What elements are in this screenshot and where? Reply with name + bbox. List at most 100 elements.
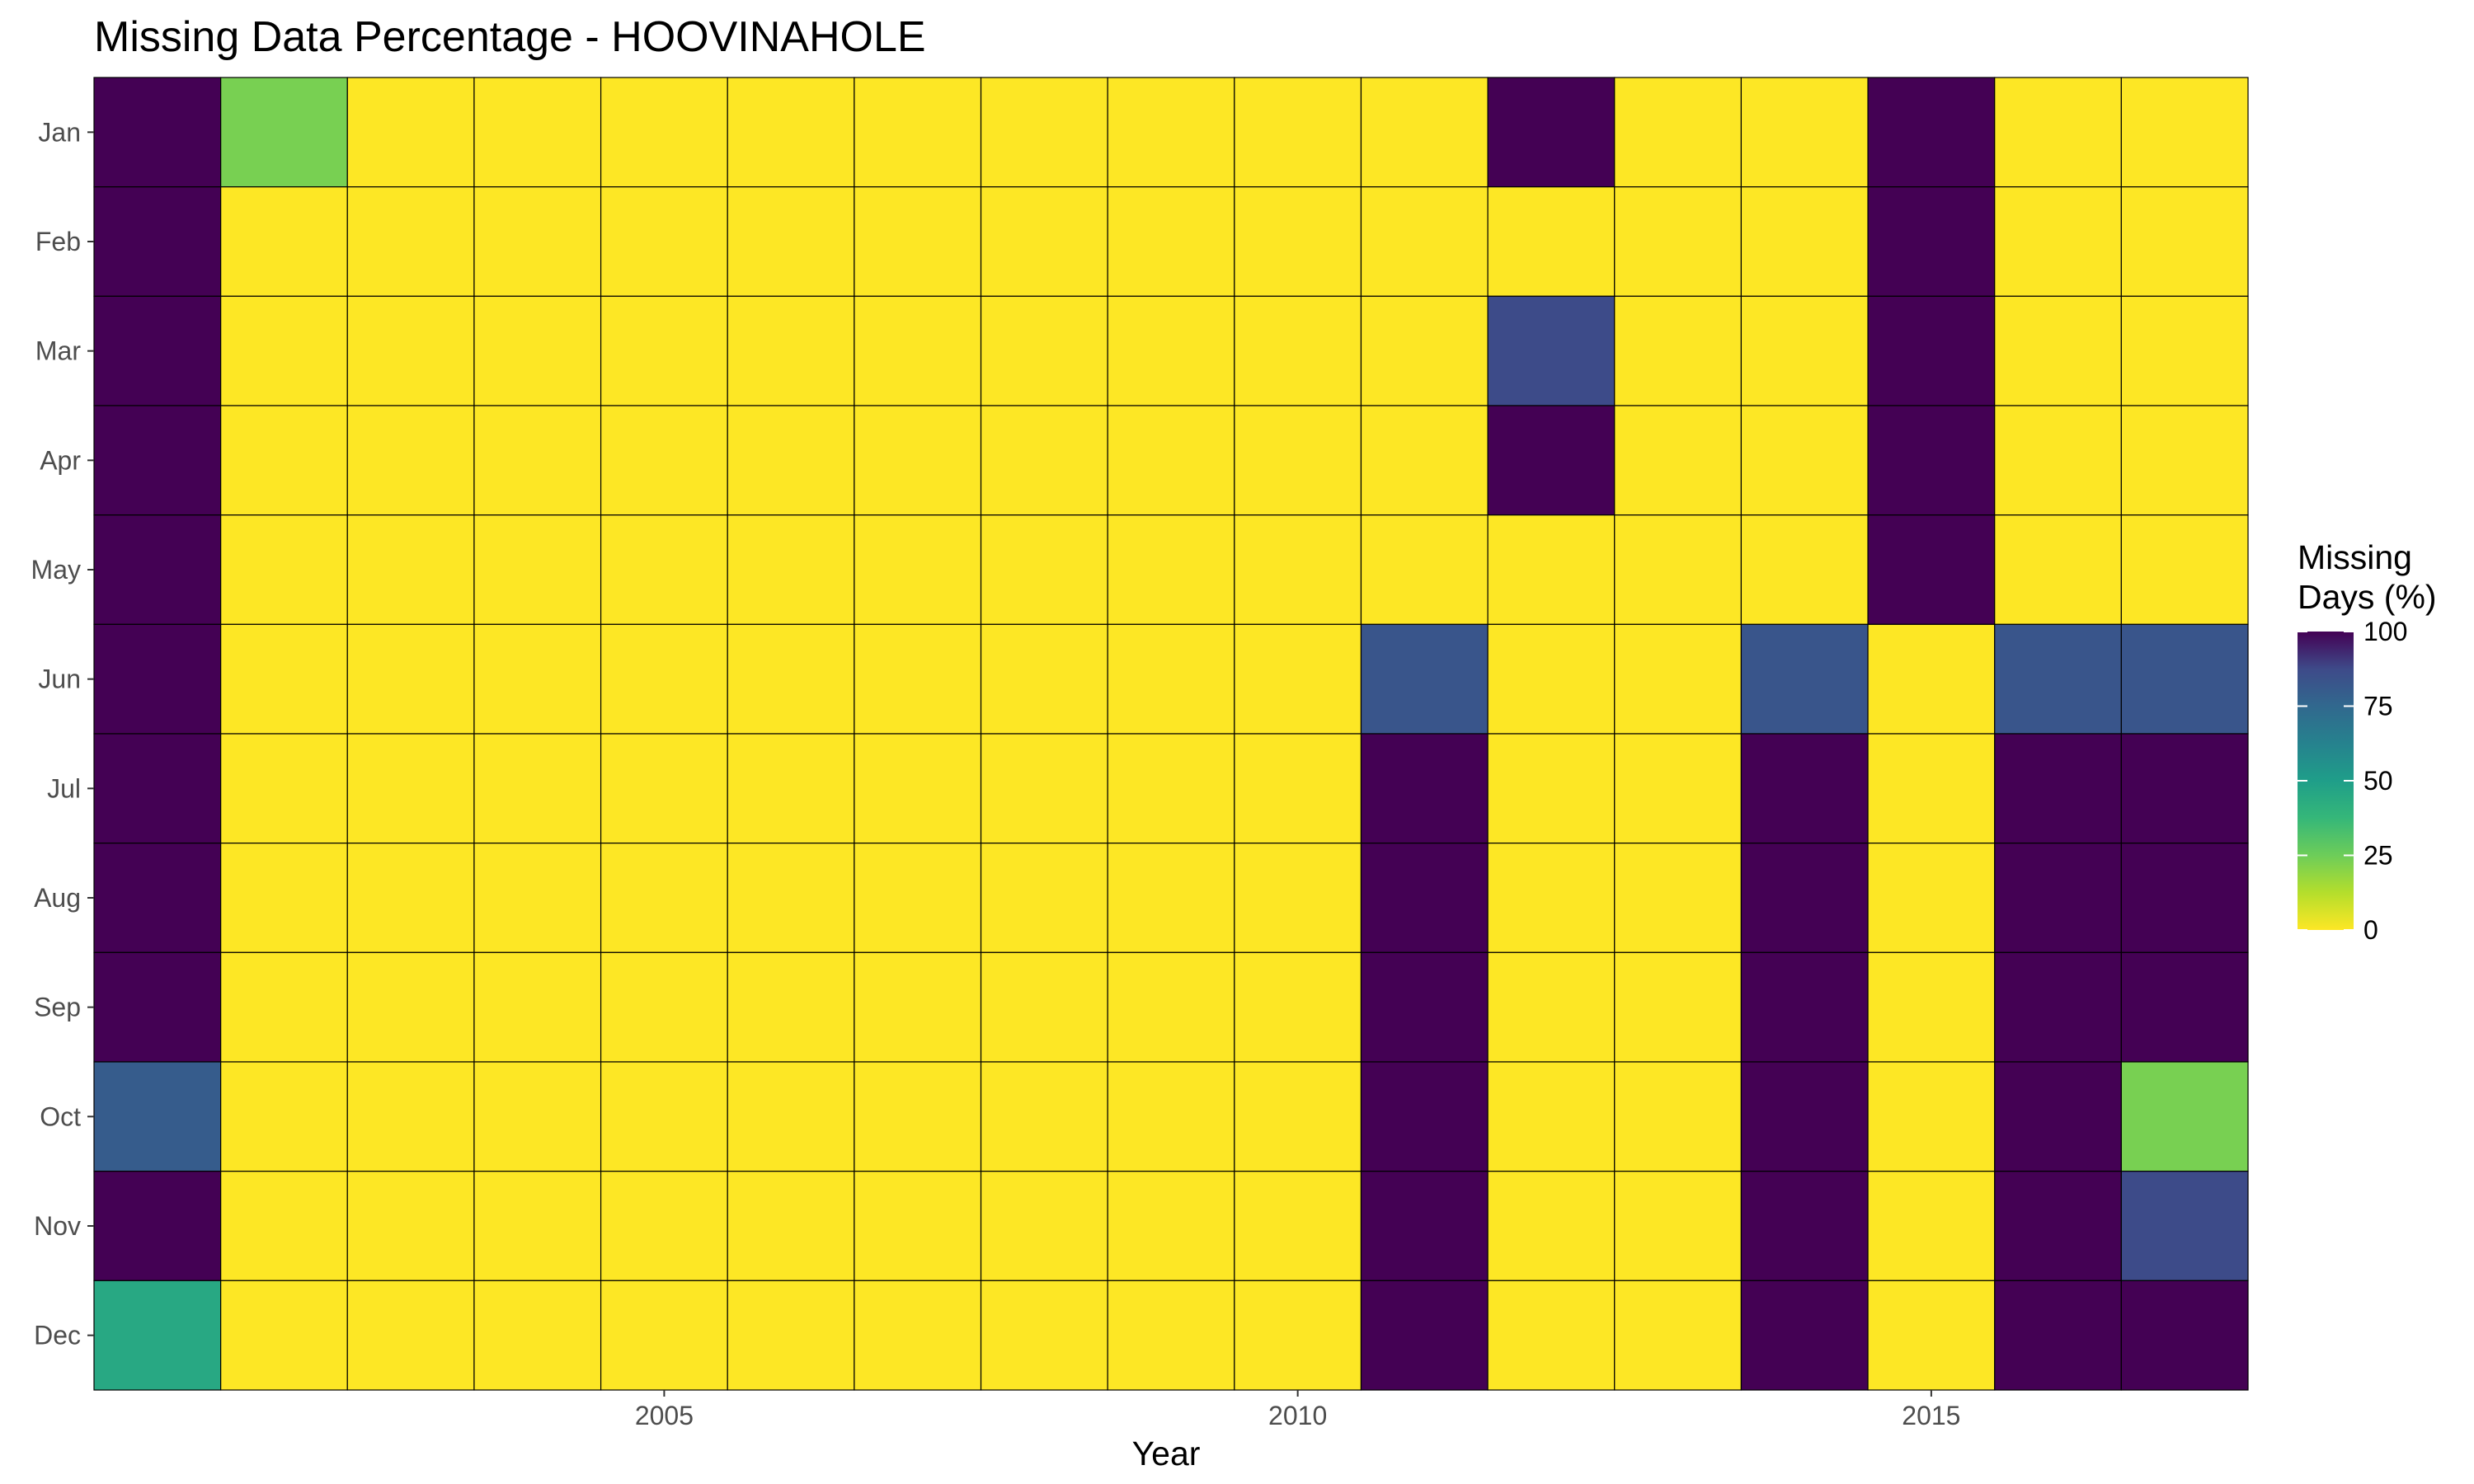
y-tick-label: Jan [38, 117, 81, 147]
y-tick-label: Feb [35, 227, 81, 256]
heatmap-cell [1360, 514, 1489, 625]
heatmap-cell [220, 623, 348, 735]
heatmap-cell [1614, 186, 1743, 297]
y-tick-label: Nov [34, 1211, 81, 1241]
heatmap-cell [93, 1280, 222, 1391]
x-tick-label: 2010 [1268, 1401, 1327, 1430]
heatmap-cell [1487, 843, 1616, 953]
heatmap-cell [346, 843, 475, 953]
heatmap-cell [93, 951, 222, 1063]
heatmap-cell [980, 951, 1108, 1063]
heatmap-cell [1107, 623, 1235, 735]
y-tick-label: Mar [35, 336, 81, 366]
heatmap-cell [1867, 623, 1996, 735]
y-tick-label: May [31, 555, 81, 585]
heatmap-cell [473, 186, 602, 297]
heatmap-cell [854, 1280, 982, 1391]
heatmap-cell [220, 1061, 348, 1172]
heatmap-cell [727, 514, 855, 625]
heatmap-cell [1867, 1061, 1996, 1172]
heatmap-cell [1234, 1171, 1362, 1281]
heatmap-cell [727, 733, 855, 844]
heatmap-cell [2120, 405, 2249, 516]
heatmap-cell [600, 843, 728, 953]
y-tick-label: Apr [40, 445, 81, 475]
heatmap-cell [727, 1061, 855, 1172]
heatmap-cell [2120, 843, 2249, 953]
heatmap-cell [2120, 186, 2249, 297]
heatmap-cell [1740, 623, 1869, 735]
heatmap-cell [1994, 295, 2122, 406]
heatmap-cell [1234, 733, 1362, 844]
heatmap-cell [600, 514, 728, 625]
legend-tick-label: 75 [2363, 692, 2393, 721]
y-tick-label: Jun [38, 665, 81, 694]
heatmap-cell [980, 405, 1108, 516]
heatmap-cell [854, 77, 982, 188]
heatmap-cell [1740, 77, 1869, 188]
heatmap-cells [93, 77, 2249, 1391]
heatmap-cell [473, 623, 602, 735]
y-tick-label: Dec [34, 1321, 81, 1350]
x-tick-label: 2015 [1902, 1401, 1960, 1430]
heatmap-cell [1867, 1280, 1996, 1391]
heatmap-cell [473, 843, 602, 953]
chart-title: Missing Data Percentage - HOOVINAHOLE [94, 13, 926, 61]
heatmap-cell [93, 405, 222, 516]
heatmap-cell [1740, 843, 1869, 953]
heatmap-cell [854, 295, 982, 406]
heatmap-cell [93, 77, 222, 188]
legend-title: Missing [2298, 538, 2412, 576]
heatmap-cell [1994, 733, 2122, 844]
heatmap-cell [346, 405, 475, 516]
heatmap-cell [1360, 295, 1489, 406]
heatmap-cell [93, 1061, 222, 1172]
heatmap-cell [220, 733, 348, 844]
heatmap-cell [1994, 405, 2122, 516]
heatmap-cell [93, 733, 222, 844]
heatmap-cell [1487, 295, 1616, 406]
heatmap-cell [1740, 733, 1869, 844]
heatmap-cell [1360, 1280, 1489, 1391]
heatmap-cell [1614, 405, 1743, 516]
heatmap-cell [1487, 1061, 1616, 1172]
heatmap-cell [727, 843, 855, 953]
heatmap-cell [727, 295, 855, 406]
heatmap-cell [1487, 514, 1616, 625]
heatmap-cell [1360, 623, 1489, 735]
heatmap-cell [93, 843, 222, 953]
heatmap-cell [854, 623, 982, 735]
heatmap-cell [93, 1171, 222, 1281]
heatmap-cell [1487, 1171, 1616, 1281]
heatmap-cell [1107, 514, 1235, 625]
heatmap-cell [1360, 733, 1489, 844]
heatmap-cell [600, 405, 728, 516]
heatmap-cell [980, 623, 1108, 735]
heatmap-cell [1487, 186, 1616, 297]
heatmap-cell [1614, 1061, 1743, 1172]
heatmap-cell [220, 951, 348, 1063]
heatmap-cell [1867, 514, 1996, 625]
heatmap-cell [600, 1171, 728, 1281]
heatmap-cell [1107, 843, 1235, 953]
heatmap-cell [854, 733, 982, 844]
heatmap-cell [473, 1280, 602, 1391]
heatmap-cell [1994, 1171, 2122, 1281]
heatmap-cell [220, 1280, 348, 1391]
heatmap-cell [1994, 186, 2122, 297]
heatmap-cell [1740, 295, 1869, 406]
heatmap-cell [1360, 951, 1489, 1063]
heatmap-cell [346, 186, 475, 297]
heatmap-cell [1487, 623, 1616, 735]
heatmap-cell [1107, 405, 1235, 516]
heatmap-cell [727, 951, 855, 1063]
legend-tick-label: 100 [2363, 617, 2407, 646]
y-tick-label: Oct [40, 1101, 81, 1131]
heatmap-cell [473, 1061, 602, 1172]
heatmap-cell [1740, 1061, 1869, 1172]
heatmap-cell [473, 514, 602, 625]
heatmap-cell [727, 623, 855, 735]
heatmap-cell [220, 1171, 348, 1281]
heatmap-cell [473, 951, 602, 1063]
heatmap-cell [346, 951, 475, 1063]
